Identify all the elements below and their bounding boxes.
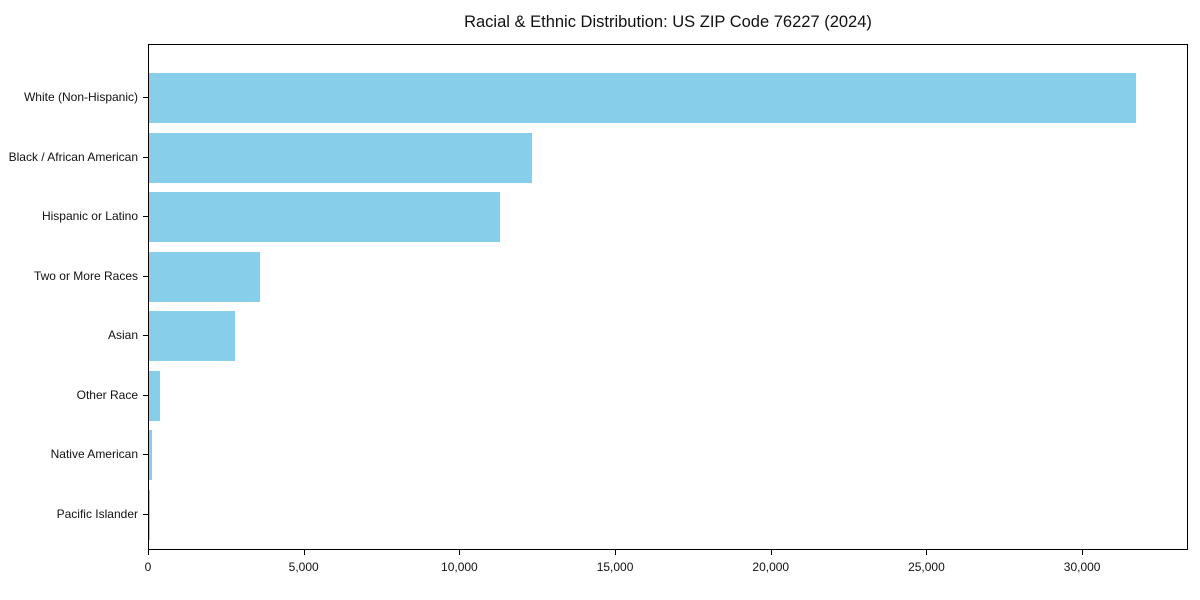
- bar: [149, 490, 150, 540]
- y-axis-label: Two or More Races: [33, 268, 138, 283]
- y-axis-tick: [143, 97, 148, 98]
- x-axis-tick-label: 10,000: [441, 560, 478, 574]
- y-axis-tick: [143, 275, 148, 277]
- y-axis-tick: [143, 216, 148, 218]
- x-axis-tick-label: 5,000: [288, 560, 319, 574]
- y-axis-label: Native American: [50, 447, 138, 462]
- x-axis-tick: [1082, 550, 1084, 555]
- y-axis-label: White (Non-Hispanic): [23, 90, 138, 104]
- x-axis-tick: [303, 550, 305, 555]
- y-axis-tick: [143, 454, 148, 456]
- y-axis-label: Pacific Islander: [56, 507, 138, 521]
- bar: [149, 370, 160, 421]
- bar: [149, 192, 501, 243]
- y-axis-label: Black / African American: [8, 149, 138, 164]
- x-axis-tick: [615, 550, 617, 555]
- x-axis-tick: [926, 550, 928, 555]
- x-axis-tick: [148, 550, 149, 555]
- y-axis-tick: [143, 335, 148, 337]
- y-axis-label: Hispanic or Latino: [41, 209, 138, 224]
- y-axis-tick: [143, 156, 148, 158]
- x-axis-tick-label: 25,000: [908, 560, 945, 574]
- x-axis-tick: [459, 550, 461, 555]
- bar: [149, 430, 153, 481]
- chart-title: Racial & Ethnic Distribution: US ZIP Cod…: [464, 13, 872, 31]
- bar: [149, 73, 1137, 123]
- y-axis-tick: [143, 514, 148, 515]
- bar: [149, 311, 236, 362]
- y-axis-label: Other Race: [76, 387, 138, 402]
- x-axis-tick-label: 0: [144, 560, 152, 574]
- x-axis-tick-label: 30,000: [1063, 560, 1101, 574]
- y-axis-tick: [143, 394, 148, 396]
- plot-area: [148, 44, 1188, 550]
- y-axis-label: Asian: [107, 328, 138, 343]
- x-axis-tick-label: 15,000: [596, 560, 634, 574]
- bar: [149, 251, 261, 302]
- bar: [149, 132, 532, 183]
- x-axis-tick: [770, 550, 772, 555]
- x-axis-tick-label: 20,000: [752, 560, 790, 574]
